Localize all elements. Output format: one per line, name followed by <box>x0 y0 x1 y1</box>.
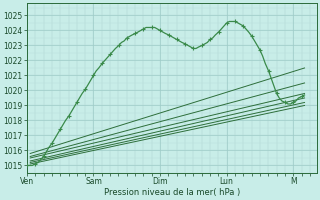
X-axis label: Pression niveau de la mer( hPa ): Pression niveau de la mer( hPa ) <box>104 188 240 197</box>
